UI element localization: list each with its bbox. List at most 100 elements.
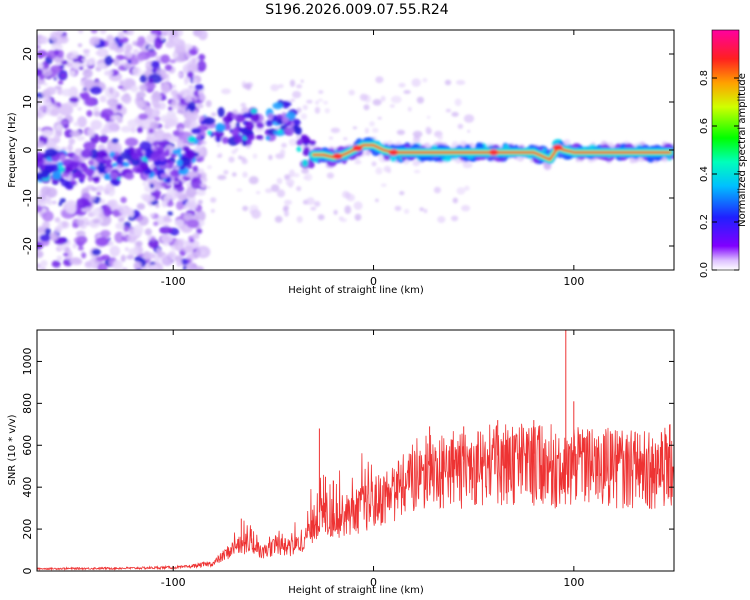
spectrogram-blob <box>281 142 287 148</box>
spectrogram-blob <box>91 187 98 192</box>
spectrogram-blob <box>185 186 197 198</box>
spectrogram-blob <box>205 100 212 108</box>
spectrogram-blob <box>159 226 173 235</box>
spectrogram-blob <box>160 173 169 179</box>
spectrogram-blob <box>290 98 295 102</box>
spectrogram-blob <box>303 175 308 180</box>
spectrogram-blob <box>139 152 144 158</box>
spectrogram-blob <box>51 260 61 268</box>
spectrogram-blob <box>222 115 233 124</box>
spectrogram-blob <box>116 103 123 110</box>
spectrogram-blob <box>267 113 274 120</box>
snr-plot-area <box>37 330 674 571</box>
spectrogram-blob <box>134 95 143 106</box>
spectrogram-blob <box>153 36 163 50</box>
spectrogram-blob <box>306 99 313 104</box>
spectrogram-blob <box>433 186 441 194</box>
spectrogram-blob <box>79 92 83 98</box>
spectrogram-ytick-label: -10 <box>21 189 34 207</box>
spectrogram-blob <box>451 215 459 222</box>
spectrogram-blob <box>165 159 172 164</box>
spectrogram-blob <box>296 84 303 89</box>
spectrogram-blob <box>139 74 147 83</box>
spectrogram-blob <box>192 78 198 84</box>
spectrogram-blob <box>137 52 146 61</box>
spectrogram-blob <box>125 51 133 58</box>
spectrogram-blob <box>340 218 348 223</box>
spectrogram-blob <box>215 122 226 132</box>
spectrogram-blob <box>45 187 58 198</box>
snr-ytick-label: 0 <box>21 568 34 575</box>
spectrogram-blob <box>70 130 81 137</box>
spectrogram-blob <box>281 117 289 124</box>
colorbar-tick-label: 0.8 <box>699 70 710 86</box>
colorbar-tick-label: 0.2 <box>699 214 710 230</box>
spectrogram-blob <box>189 239 195 243</box>
spectrogram-blob <box>56 161 64 167</box>
spectrogram-blob <box>217 175 227 180</box>
snr-ytick-label: 1000 <box>21 347 34 375</box>
spectrogram-blob <box>82 58 87 62</box>
spectrogram-blob <box>37 44 41 50</box>
spectrogram-blob <box>37 50 48 58</box>
spectrogram-blob <box>223 170 229 175</box>
spectrogram-blob <box>196 135 202 140</box>
snr-xlabel: Height of straight line (km) <box>288 585 424 596</box>
spectrogram-blob <box>207 186 211 189</box>
spectrogram-blob <box>60 73 67 78</box>
spectrogram-blob <box>104 55 113 66</box>
spectrogram-blob <box>315 100 319 105</box>
spectrogram-blob <box>112 209 120 217</box>
spectrogram-blob <box>228 156 235 163</box>
spectrogram-blob <box>159 152 166 162</box>
spectrogram-blob <box>80 162 87 169</box>
spectrogram-blob <box>202 117 216 125</box>
spectrogram-blob <box>236 188 243 192</box>
spectrogram-blob <box>423 208 428 214</box>
colorbar-gradient <box>711 29 740 271</box>
spectrogram-blob <box>81 252 87 259</box>
spectrogram-blob <box>148 128 154 134</box>
spectrogram-blob <box>124 247 129 252</box>
spectrogram-blob <box>171 84 177 89</box>
spectrogram-blob <box>192 232 200 240</box>
spectrogram-blob <box>136 91 146 99</box>
spectrogram-blob <box>174 45 186 53</box>
spectrogram-blob <box>44 148 58 157</box>
spectrogram-blob <box>69 96 79 103</box>
spectrogram-blob <box>39 74 45 80</box>
spectrogram-blob <box>175 200 184 211</box>
spectrogram-blob <box>231 172 237 177</box>
spectrogram-blob <box>80 63 87 68</box>
spectrogram-blob <box>153 67 158 71</box>
spectrogram-blob <box>149 183 155 189</box>
spectrogram-blob <box>372 127 379 133</box>
spectrogram-blob <box>196 189 206 196</box>
spectrogram-blob <box>182 145 190 152</box>
spectrogram-blob <box>120 94 132 103</box>
spectrogram-blob <box>296 215 303 223</box>
spectrogram-blob <box>89 196 96 201</box>
spectrogram-blob <box>37 62 44 71</box>
spectrogram-blob <box>318 98 323 102</box>
spectrogram-blob <box>118 217 125 223</box>
spectrogram-blob <box>87 127 96 138</box>
spectrogram-blob <box>188 48 198 56</box>
spectrogram-blob <box>39 36 49 45</box>
spectrogram-blob <box>155 204 160 208</box>
spectrogram-blob <box>323 100 328 105</box>
spectrogram-blob <box>173 177 180 182</box>
spectrogram-blob <box>131 157 140 167</box>
spectrogram-blob <box>120 196 127 204</box>
spectrogram-blob <box>40 266 46 270</box>
spectrogram-blob <box>456 187 466 195</box>
spectrogram-blob <box>387 168 390 173</box>
spectrogram-blob <box>149 213 155 218</box>
spectrogram-blob <box>217 107 225 118</box>
spectrogram-blob <box>43 82 48 86</box>
spectrogram-blob <box>180 157 191 167</box>
spectrogram-blob <box>284 199 292 206</box>
spectrogram-blob <box>272 102 284 110</box>
spectrogram-blob <box>210 209 215 213</box>
